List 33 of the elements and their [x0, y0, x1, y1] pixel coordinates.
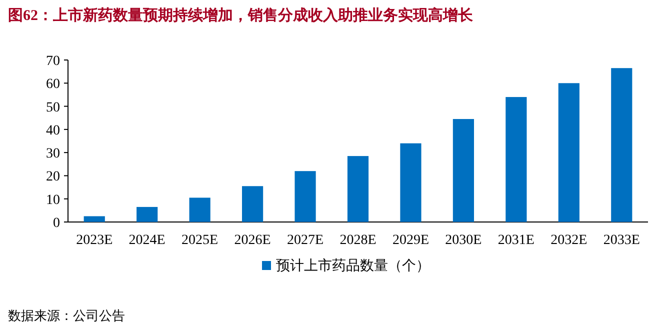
bar	[506, 97, 527, 222]
x-tick-label: 2033E	[603, 233, 640, 248]
y-tick-label: 70	[46, 54, 60, 69]
chart-title: 图62：上市新药数量预期持续增加，销售分成收入助推业务实现高增长	[8, 6, 474, 24]
y-tick-label: 60	[46, 77, 60, 92]
bar	[189, 198, 210, 222]
bar	[84, 216, 105, 222]
x-tick-label: 2030E	[445, 233, 482, 248]
bar	[558, 83, 580, 222]
x-tick-label: 2025E	[182, 233, 218, 248]
y-tick-label: 40	[46, 123, 60, 138]
y-tick-label: 30	[46, 146, 60, 162]
x-tick-label: 2027E	[286, 233, 324, 248]
bar	[611, 68, 632, 222]
x-tick-label: 2031E	[498, 233, 534, 248]
y-tick-label: 0	[53, 216, 60, 231]
bar	[400, 143, 422, 222]
bar	[136, 206, 158, 222]
y-tick-label: 10	[46, 192, 60, 208]
bar	[294, 171, 316, 222]
x-tick-label: 2026E	[234, 233, 271, 248]
x-tick-label: 2029E	[392, 233, 430, 248]
x-tick-label: 2032E	[550, 233, 588, 248]
bar	[242, 186, 264, 222]
x-tick-label: 2028E	[340, 233, 376, 248]
x-tick-label: 2024E	[128, 233, 166, 248]
bar	[347, 156, 369, 222]
legend-label: 预计上市药品数量（个）	[276, 258, 430, 274]
bar	[452, 119, 474, 222]
y-tick-label: 20	[46, 170, 60, 185]
source-note: 数据来源：公司公告	[8, 308, 125, 323]
y-tick-label: 50	[46, 100, 60, 116]
x-tick-label: 2023E	[76, 233, 113, 248]
